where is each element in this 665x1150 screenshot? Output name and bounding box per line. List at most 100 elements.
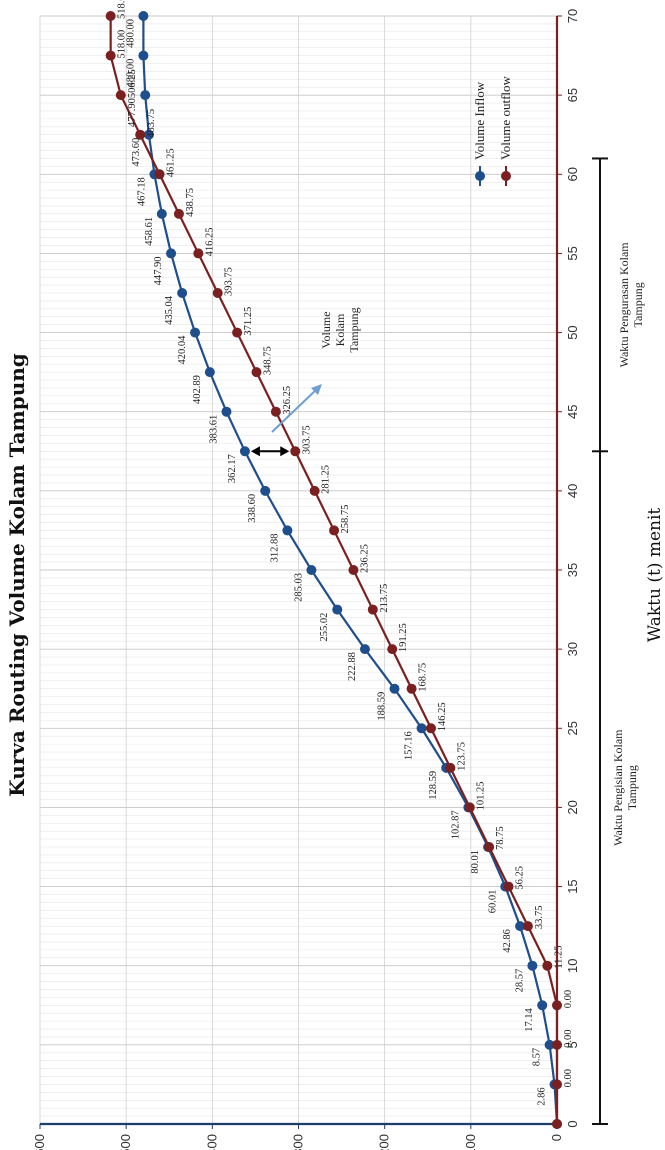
data-label-inflow: 338.60	[247, 494, 258, 523]
legend-swatch-marker	[501, 171, 511, 181]
data-point-outflow	[193, 248, 204, 259]
data-label-inflow: 362.17	[227, 454, 238, 483]
time-tick-label: 5	[565, 1041, 580, 1048]
data-point-inflow	[140, 90, 151, 101]
data-label-outflow: 461.25	[166, 148, 177, 177]
time-tick-label: 35	[565, 563, 580, 577]
data-label-outflow: 518.00	[117, 30, 128, 59]
data-label-outflow: 281.25	[321, 465, 332, 494]
arrowhead-right	[280, 446, 290, 457]
data-point-inflow	[359, 644, 370, 655]
data-label-inflow: 157.16	[404, 731, 415, 760]
data-label-inflow: 383.61	[208, 415, 219, 444]
data-label-outflow: 438.75	[185, 188, 196, 217]
data-point-inflow	[544, 1039, 555, 1050]
data-label-outflow: 518.00	[117, 0, 128, 19]
data-label-outflow: 258.75	[340, 505, 351, 534]
volume-tick-label: 600	[32, 1134, 47, 1150]
volume-tick-label: 400	[204, 1134, 219, 1150]
time-tick-label: 20	[565, 800, 580, 814]
data-label-inflow: 402.89	[192, 375, 203, 404]
data-point-outflow	[522, 921, 533, 932]
data-label-outflow: 416.25	[204, 228, 215, 257]
data-point-inflow	[527, 960, 538, 971]
arrowhead-left	[250, 446, 260, 457]
legend-swatch-marker	[475, 171, 485, 181]
drain-phase-label-line2: Tampung	[631, 282, 645, 327]
data-point-inflow	[260, 485, 271, 496]
volume-tick-label: 500	[118, 1134, 133, 1150]
pointer-arrowhead	[311, 384, 322, 395]
chart-texts: Kurva Routing Volume Kolam Tampung Waktu …	[5, 353, 665, 797]
data-label-outflow: 78.75	[495, 826, 506, 850]
data-point-inflow	[389, 683, 400, 694]
data-label-inflow: 222.88	[347, 652, 358, 681]
data-label-outflow: 326.25	[282, 386, 293, 415]
data-point-outflow	[290, 446, 301, 457]
data-label-outflow: 506.25	[127, 69, 138, 98]
volume-label-line1: Volume	[319, 311, 333, 348]
data-label-outflow: 371.25	[243, 307, 254, 336]
time-tick-label: 65	[565, 88, 580, 102]
data-point-inflow	[204, 367, 215, 378]
data-point-outflow	[552, 1039, 562, 1050]
fill-phase-label-line2: Tampung	[625, 765, 639, 810]
grid-lines	[39, 15, 558, 1125]
data-label-inflow: 255.02	[319, 613, 330, 642]
data-label-inflow: 420.04	[177, 335, 188, 365]
data-label-inflow: 102.87	[450, 810, 461, 839]
data-label-inflow: 473.60	[131, 138, 142, 167]
time-tick-label: 0	[565, 1120, 580, 1127]
data-point-outflow	[484, 842, 495, 852]
data-point-inflow	[306, 565, 317, 575]
data-point-inflow	[515, 921, 526, 932]
data-point-inflow	[177, 288, 188, 298]
data-point-outflow	[251, 367, 262, 378]
data-label-outflow: 236.25	[359, 544, 370, 573]
data-point-outflow	[464, 802, 475, 813]
volume-label-line2: Kolam	[333, 313, 347, 346]
data-point-outflow	[329, 525, 340, 536]
data-point-outflow	[212, 288, 223, 298]
data-point-outflow	[135, 129, 146, 140]
time-tick-label: 40	[565, 484, 580, 498]
data-label-outflow: 146.25	[437, 702, 448, 731]
data-point-inflow	[221, 406, 232, 417]
data-point-inflow	[138, 11, 149, 21]
data-label-outflow: 393.75	[224, 267, 235, 296]
data-point-outflow	[367, 604, 378, 615]
data-point-outflow	[503, 881, 514, 892]
time-tick-label: 10	[565, 958, 580, 972]
data-label-inflow: 477.90	[127, 98, 138, 127]
data-label-inflow: 447.90	[153, 256, 164, 285]
data-label-inflow: 435.04	[164, 295, 175, 325]
data-point-outflow	[387, 644, 398, 655]
data-point-inflow	[332, 604, 343, 615]
data-point-outflow	[270, 406, 281, 417]
chart-title: Kurva Routing Volume Kolam Tampung	[5, 353, 29, 797]
time-tick-label: 25	[565, 721, 580, 735]
volume-tick-label: 0	[549, 1134, 564, 1141]
data-label-inflow: 17.14	[524, 1008, 535, 1032]
data-label-inflow: 458.61	[144, 217, 155, 246]
data-point-outflow	[348, 565, 359, 575]
time-tick-label: 60	[565, 167, 580, 181]
data-point-outflow	[406, 683, 417, 694]
data-label-inflow: 467.18	[136, 177, 147, 206]
volume-tick-label: 300	[291, 1134, 306, 1150]
data-point-outflow	[232, 327, 243, 338]
data-label-inflow: 42.86	[502, 929, 513, 953]
data-point-outflow	[425, 723, 436, 734]
data-label-outflow: 0.00	[563, 1069, 574, 1087]
data-label-outflow: 0.00	[563, 990, 574, 1008]
data-point-outflow	[552, 1000, 562, 1011]
time-tick-label: 30	[565, 642, 580, 656]
data-label-outflow: 168.75	[418, 663, 429, 692]
data-point-outflow	[105, 50, 116, 61]
volume-tick-label: 100	[463, 1134, 478, 1150]
data-point-outflow	[552, 1079, 562, 1090]
data-label-inflow: 80.01	[470, 850, 481, 874]
data-point-inflow	[156, 208, 167, 219]
data-label-outflow: 56.25	[515, 866, 526, 890]
data-label-outflow: 33.75	[534, 906, 545, 930]
